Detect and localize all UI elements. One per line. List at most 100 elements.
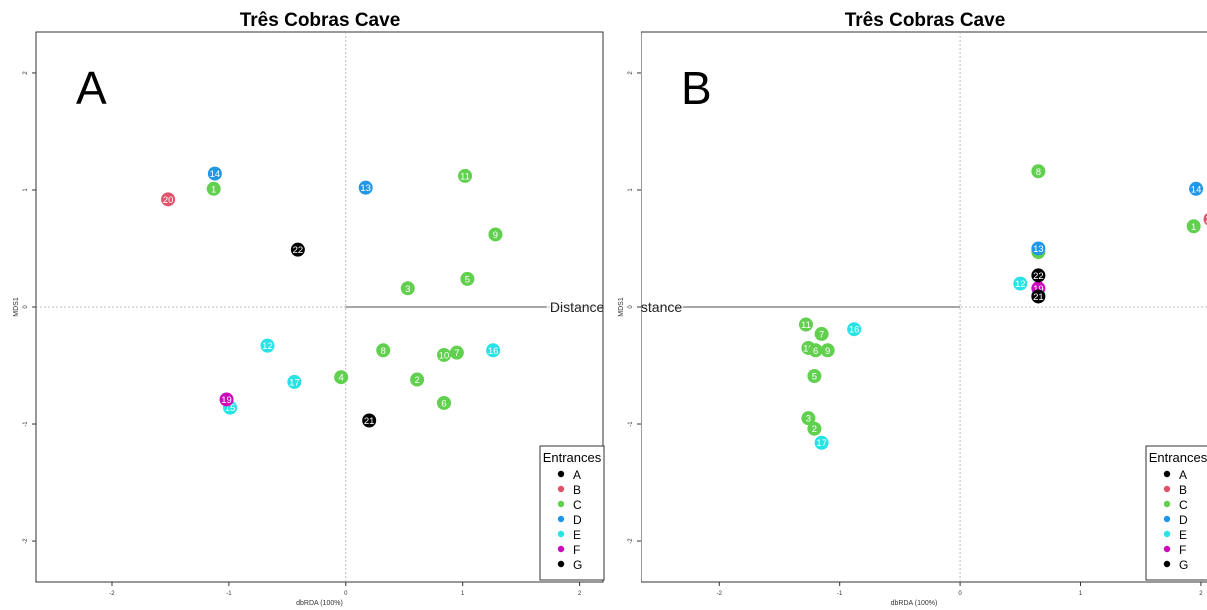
point-e <box>486 343 501 358</box>
legend-marker-a <box>1163 470 1171 478</box>
point-label: 14 <box>210 169 221 180</box>
point-e <box>287 374 302 389</box>
point-c <box>820 343 835 358</box>
legend-marker-g <box>1163 560 1171 568</box>
legend-label: E <box>573 528 581 542</box>
point-c <box>410 372 425 387</box>
point-label: 13 <box>1033 244 1044 255</box>
point-label: 9 <box>825 346 830 357</box>
point-f <box>219 392 234 407</box>
legend-label: E <box>1179 528 1187 542</box>
y-tick-label: 0 <box>628 305 634 309</box>
point-label: 15 <box>225 403 236 414</box>
point-c <box>1186 219 1201 234</box>
point-label: 10 <box>803 343 814 354</box>
legend-title: Entrances <box>543 450 602 465</box>
point-label: 2 <box>414 375 419 386</box>
x-tick-label: 0 <box>958 591 962 597</box>
point-label: 12 <box>262 341 273 352</box>
point-g <box>290 242 305 257</box>
point-c <box>460 271 475 286</box>
x-tick-label: 0 <box>344 591 348 597</box>
panel-b: Três Cobras CaveDistanceB208141171069532… <box>618 10 1207 607</box>
x-axis-label: dbRDA (100%) <box>296 600 343 607</box>
vector-label: Distance <box>628 299 683 315</box>
point-label: 3 <box>405 284 410 295</box>
point-c <box>437 347 452 362</box>
x-tick-label: -2 <box>717 591 723 597</box>
point-label: 19 <box>1033 284 1044 295</box>
point-label: 2 <box>812 424 817 435</box>
point-label: 13 <box>360 183 371 194</box>
point-label: 16 <box>849 325 860 336</box>
point-label: 8 <box>381 346 386 357</box>
x-tick-label: -1 <box>837 591 843 597</box>
point-label: 12 <box>1015 279 1026 290</box>
legend-label: D <box>1179 513 1188 527</box>
legend-box <box>1145 445 1207 581</box>
y-tick-label: -2 <box>23 538 29 544</box>
point-e <box>260 338 275 353</box>
legend-marker-d <box>557 515 565 523</box>
point-label: 5 <box>812 372 817 383</box>
legend-label: B <box>1179 483 1187 497</box>
point-label: 16 <box>488 346 499 357</box>
legend-marker-e <box>1163 530 1171 538</box>
point-label: 11 <box>460 171 470 182</box>
legend-marker-f <box>1163 545 1171 553</box>
point-label: 8 <box>1036 167 1041 178</box>
y-tick-label: 1 <box>23 188 29 192</box>
point-label: 20 <box>163 195 174 206</box>
point-g <box>362 413 377 428</box>
y-tick-label: 0 <box>23 305 29 309</box>
legend-label: F <box>1179 543 1186 557</box>
y-tick-label: 2 <box>23 71 29 75</box>
y-tick-label: -1 <box>23 421 29 427</box>
point-label: 9 <box>493 230 498 241</box>
point-g <box>1031 289 1046 304</box>
chart-title: Três Cobras Cave <box>240 10 401 31</box>
legend-marker-f <box>557 545 565 553</box>
plot-area: DistanceB2081411710695321413161217151922… <box>628 31 1207 583</box>
point-label: 1 <box>1191 222 1196 233</box>
point-label: 11 <box>801 320 811 331</box>
point-c <box>437 395 452 410</box>
x-tick-label: -1 <box>226 591 232 597</box>
point-label: 6 <box>813 346 818 357</box>
y-axis-label: MDS1 <box>13 297 20 317</box>
legend-title: Entrances <box>1149 450 1207 465</box>
point-c <box>458 168 473 183</box>
legend-marker-a <box>557 470 565 478</box>
point-c <box>814 326 829 341</box>
point-e <box>1013 276 1028 291</box>
point-c <box>1031 164 1046 179</box>
legend-marker-b <box>557 485 565 493</box>
y-axis-label: MDS1 <box>618 297 625 317</box>
legend-marker-g <box>557 560 565 568</box>
x-axis-label: dbRDA (100%) <box>891 600 938 607</box>
point-d <box>207 166 222 181</box>
point-label: 4 <box>338 373 343 384</box>
point-label: 21 <box>1033 292 1044 303</box>
point-g <box>1031 268 1046 283</box>
panel-letter: B <box>681 62 712 114</box>
legend-label: B <box>573 483 581 497</box>
vector-label: Distance <box>550 299 605 315</box>
point-label: 1 <box>211 184 216 195</box>
point-label: 14 <box>1191 184 1202 195</box>
point-label: 10 <box>439 350 450 361</box>
point-e <box>814 435 829 450</box>
point-label: 3 <box>806 414 811 425</box>
legend-marker-e <box>557 530 565 538</box>
legend-label: C <box>1179 498 1188 512</box>
legend-label: F <box>573 543 580 557</box>
point-c <box>449 345 464 360</box>
legend-label: G <box>1179 558 1188 572</box>
point-label: 17 <box>816 438 827 449</box>
legend-box <box>539 445 605 581</box>
legend-label: D <box>573 513 582 527</box>
point-label: 20 <box>1205 215 1207 226</box>
